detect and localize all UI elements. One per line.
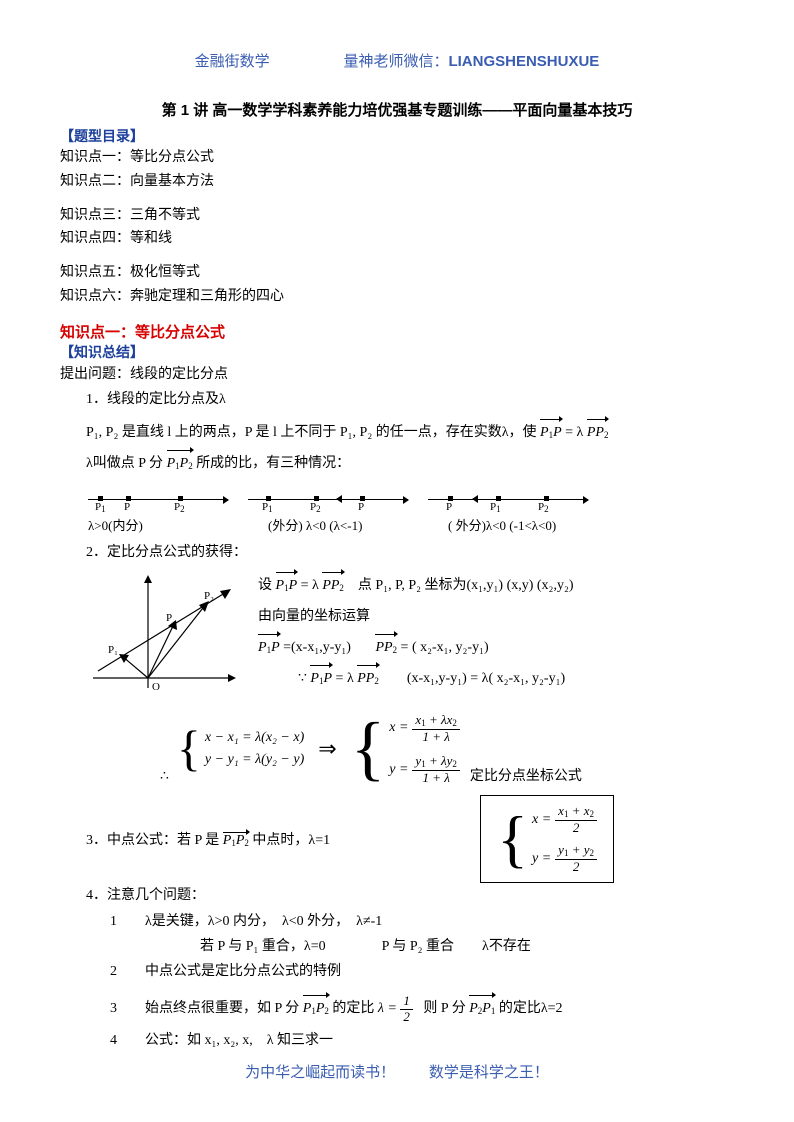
equation-system: ∴ { x − x₁ = λ(x₂ − x) y − y₁ = λ(y₂ − y… — [160, 713, 734, 785]
q1b: 若 P 与 P₁ 重合，λ=0 P 与 P₂ 重合 λ不存在 — [60, 934, 734, 959]
diagram-outer2: P P1 P2 — [428, 487, 588, 511]
svg-text:P: P — [166, 612, 172, 624]
item1: 1．线段的定比分点及λ — [60, 387, 734, 412]
svg-text:P₁: P₁ — [108, 644, 118, 656]
intro-line: 提出问题：线段的定比分点 — [60, 362, 734, 387]
q3: 3 始点终点很重要，如 P 分 P1P2 的定比 λ = 12 则 P 分 P2… — [60, 994, 734, 1024]
wechat-label: 量神老师微信：LIANGSHENSHUXUE — [343, 50, 599, 71]
page-footer: 为中华之崛起而读书！ 数学是科学之王！ — [0, 1061, 794, 1082]
diagram-captions: λ>0(内分) (外分) λ<0 (λ<-1) ( 外分)λ<0 (-1<λ<0… — [88, 515, 734, 534]
diagram-inner: P1 P P2 — [88, 487, 228, 511]
coord-derivation: 设 P1P = λ PP2 点 P₁, P, P₂ 坐标为(x₁,y₁) (x,… — [258, 573, 574, 703]
svg-text:P₂: P₂ — [204, 590, 214, 602]
toc-item: 知识点四：等和线 — [60, 227, 734, 251]
toc-item: 知识点二：向量基本方法 — [60, 170, 734, 194]
midpoint-row: 3．中点公式：若 P 是 P1P2 中点时，λ=1 { x = x1 + x22… — [86, 795, 734, 883]
lesson-title: 第 1 讲 高一数学学科素养能力培优强基专题训练——平面向量基本技巧 — [60, 99, 734, 120]
footer-b: 数学是科学之王！ — [429, 1065, 549, 1081]
item2: 2．定比分点公式的获得： — [60, 540, 734, 565]
school-name: 金融街数学 — [195, 50, 270, 71]
toc-label: 【题型目录】 — [60, 126, 734, 146]
kp1-title: 知识点一：等比分点公式 — [60, 321, 734, 342]
item4: 4．注意几个问题： — [60, 883, 734, 908]
midpoint-box: { x = x1 + x22 y = y1 + y22 — [480, 795, 614, 883]
coord-diagram: O P₁ P P₂ — [88, 573, 238, 703]
q1: 1 λ是关键，λ>0 内分， λ<0 外分， λ≠-1 — [60, 909, 734, 934]
toc-item: 知识点一：等比分点公式 — [60, 146, 734, 170]
item1-desc: P₁, P₂ 是直线 l 上的两点，P 是 l 上不同于 P₁, P₂ 的任一点… — [60, 420, 734, 445]
q4: 4 公式：如 x₁, x₂, x, λ 知三求一 — [60, 1028, 734, 1053]
page-header: 金融街数学 量神老师微信：LIANGSHENSHUXUE — [60, 50, 734, 71]
toc-item: 知识点六：奔驰定理和三角形的四心 — [60, 285, 734, 309]
item1-desc-b: λ叫做点 P 分 P1P2 所成的比，有三种情况： — [60, 451, 734, 476]
coord-section: O P₁ P P₂ 设 P1P = λ PP2 点 P₁, P, P₂ 坐标为(… — [88, 573, 734, 703]
footer-a: 为中华之崛起而读书！ — [245, 1065, 395, 1081]
q2: 2 中点公式是定比分点公式的特例 — [60, 959, 734, 984]
line-diagrams: P1 P P2 P1 P2 P P P1 P2 — [88, 487, 734, 511]
toc-item: 知识点五：极化恒等式 — [60, 261, 734, 285]
summary-label: 【知识总结】 — [60, 342, 734, 362]
toc-item: 知识点三：三角不等式 — [60, 204, 734, 228]
svg-text:O: O — [152, 681, 160, 693]
wechat-id: LIANGSHENSHUXUE — [448, 53, 599, 70]
diagram-outer1: P1 P2 P — [248, 487, 408, 511]
